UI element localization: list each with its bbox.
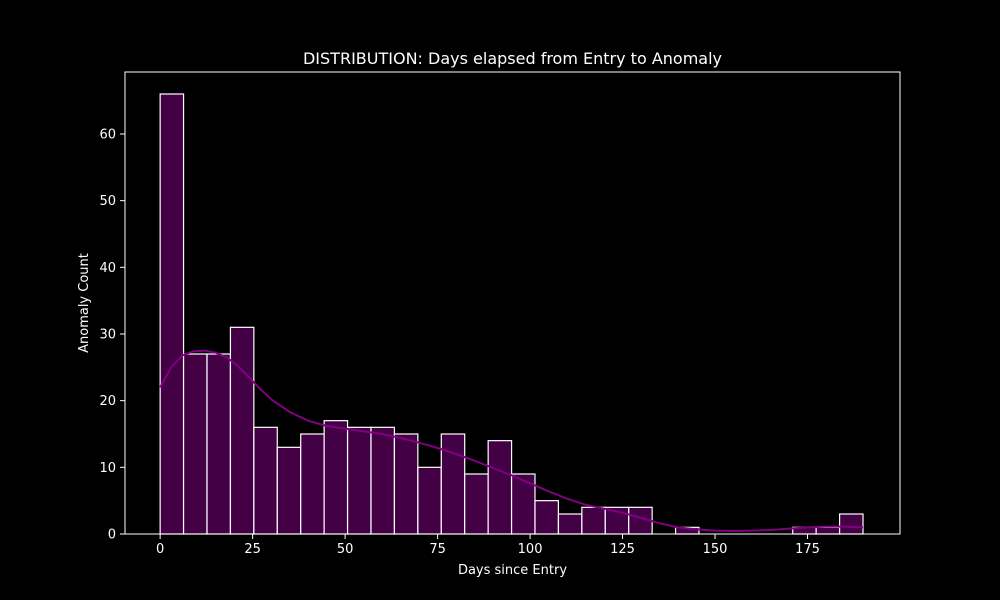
x-axis-label: Days since Entry	[458, 563, 567, 578]
histogram-bar	[440, 433, 466, 535]
x-tick-label: 175	[795, 542, 820, 557]
y-tick-label: 40	[99, 261, 116, 276]
histogram-bar	[300, 433, 325, 535]
x-axis-ticks: 0 25 50 75 100 125 150 175	[156, 534, 820, 557]
y-tick-label: 60	[99, 128, 116, 143]
histogram-bar	[182, 353, 208, 535]
x-tick-label: 150	[703, 542, 728, 557]
histogram-bar	[487, 440, 513, 535]
histogram-bar	[557, 513, 583, 535]
y-tick-label: 20	[99, 394, 116, 409]
x-tick-label: 50	[337, 542, 354, 557]
y-tick-label: 10	[99, 461, 116, 476]
chart-title: DISTRIBUTION: Days elapsed from Entry to…	[303, 49, 722, 68]
histogram-bar	[370, 426, 396, 535]
histogram-bar	[346, 426, 372, 535]
x-tick-label: 100	[518, 542, 543, 557]
histogram-bar	[838, 513, 864, 535]
histogram-bar	[159, 93, 185, 535]
kde-line	[159, 349, 864, 533]
histogram-bar	[206, 353, 232, 535]
y-tick-label: 30	[99, 328, 116, 343]
bars-layer	[159, 93, 864, 535]
plot-frame	[124, 71, 901, 535]
histogram-bar	[393, 433, 419, 535]
histogram-bar	[581, 506, 606, 535]
histogram-bar	[253, 426, 278, 535]
x-tick-label: 75	[429, 542, 446, 557]
histogram-bar	[464, 473, 489, 535]
histogram-bar	[815, 526, 841, 535]
y-tick-label: 50	[99, 194, 116, 209]
y-tick-label: 0	[108, 528, 116, 543]
histogram-bar	[229, 326, 255, 535]
histogram-bar	[276, 446, 302, 535]
x-tick-label: 125	[610, 542, 635, 557]
x-tick-label: 25	[244, 542, 261, 557]
histogram-bar	[417, 466, 442, 535]
x-tick-label: 0	[156, 542, 164, 557]
histogram-bar	[323, 420, 349, 535]
histogram-bar	[534, 500, 560, 535]
kde-layer	[159, 349, 864, 533]
y-axis-ticks: 0 10 20 30 40 50 60	[99, 128, 125, 543]
y-axis-label: Anomaly Count	[77, 253, 92, 353]
